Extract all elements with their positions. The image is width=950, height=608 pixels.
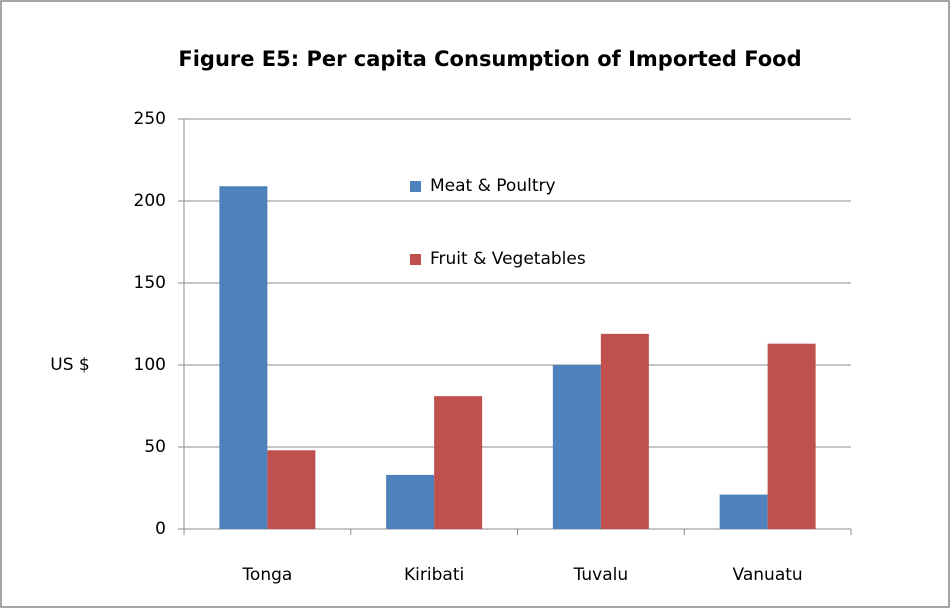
x-tick-label: Tonga — [241, 565, 292, 585]
x-tick-label: Vanuatu — [733, 565, 803, 585]
y-tick-label: 250 — [134, 109, 166, 129]
x-tick-label: Kiribati — [404, 565, 464, 585]
y-tick-label: 100 — [134, 355, 166, 375]
legend-swatch — [410, 181, 421, 192]
bar — [767, 343, 816, 529]
y-tick-label: 150 — [134, 273, 166, 293]
legend-label: Fruit & Vegetables — [430, 249, 586, 269]
y-tick-label: 0 — [155, 519, 166, 539]
legend-label: Meat & Poultry — [430, 176, 556, 196]
y-tick-label: 50 — [144, 437, 166, 457]
bar — [719, 494, 768, 529]
y-axis-label: US $ — [50, 355, 89, 375]
bar — [386, 474, 435, 529]
y-tick-label: 200 — [134, 191, 166, 211]
chart-title: Figure E5: Per capita Consumption of Imp… — [178, 47, 801, 71]
bar — [552, 365, 601, 529]
legend-swatch — [410, 254, 421, 265]
bar — [434, 396, 483, 529]
bar — [219, 186, 268, 530]
x-tick-label: Tuvalu — [573, 565, 629, 585]
bar — [600, 333, 649, 529]
bar — [267, 450, 316, 529]
